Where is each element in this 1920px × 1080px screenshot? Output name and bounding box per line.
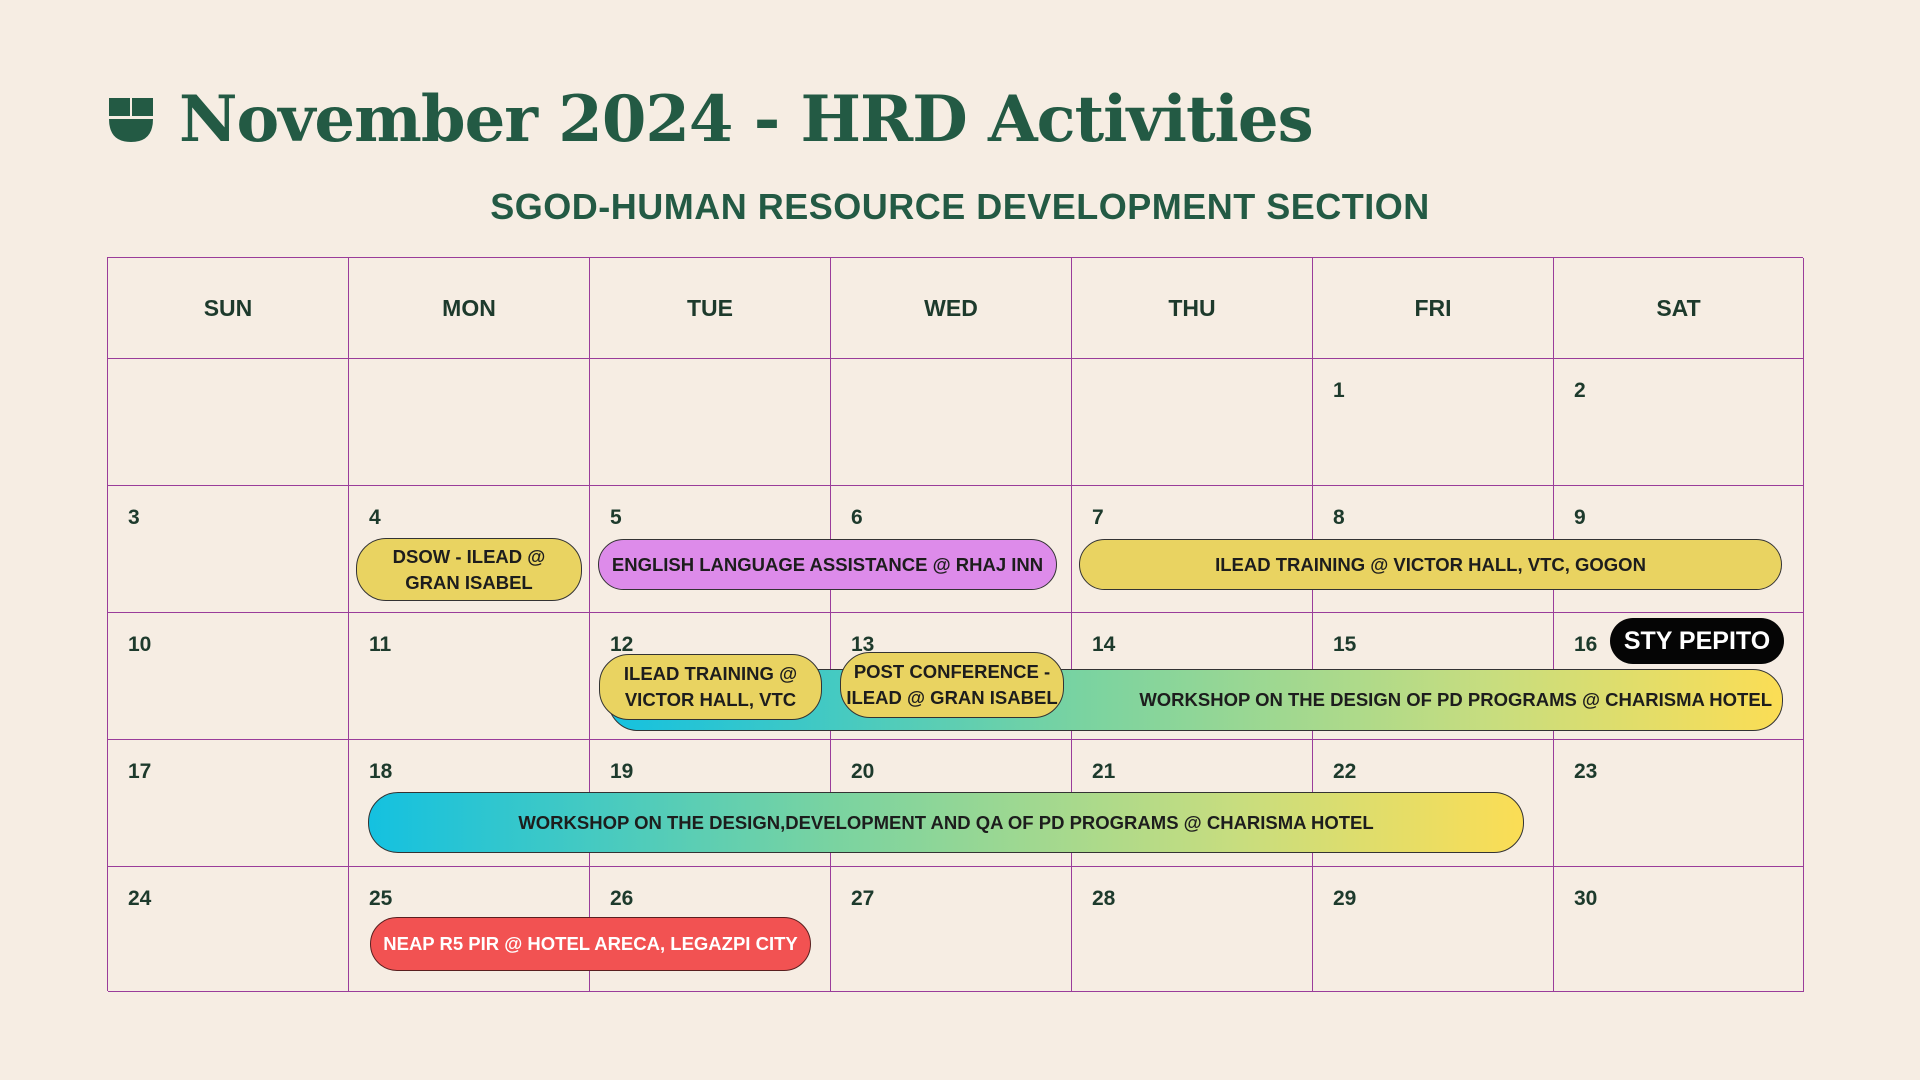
page-title: November 2024 - HRD Activities — [179, 82, 1314, 157]
day-cell[interactable]: 10 — [108, 613, 349, 740]
day-number: 11 — [369, 633, 392, 656]
day-number: 25 — [369, 887, 393, 910]
day-cell[interactable] — [590, 359, 831, 486]
weekday-sat: SAT — [1554, 258, 1804, 359]
weekday-wed: WED — [831, 258, 1072, 359]
day-number: 7 — [1092, 506, 1104, 529]
day-cell[interactable]: 9 — [1554, 486, 1804, 613]
event-dsow-ilead[interactable]: DSOW - ILEAD @ GRAN ISABEL — [356, 538, 582, 601]
day-cell[interactable] — [108, 359, 349, 486]
day-number: 5 — [610, 506, 622, 529]
event-sty-pepito[interactable]: STY PEPITO — [1610, 618, 1784, 664]
day-cell[interactable] — [831, 359, 1072, 486]
day-number: 8 — [1333, 506, 1345, 529]
day-number: 12 — [610, 633, 634, 656]
event-label: VICTOR HALL, VTC — [624, 689, 797, 710]
event-label: GRAN ISABEL — [405, 571, 533, 593]
event-workshop-design-development[interactable]: WORKSHOP ON THE DESIGN,DEVELOPMENT AND Q… — [368, 792, 1524, 853]
weekday-mon: MON — [349, 258, 590, 359]
day-number: 17 — [128, 760, 152, 783]
weekday-tue: TUE — [590, 258, 831, 359]
day-cell[interactable]: 1 — [1313, 359, 1554, 486]
event-label: WORKSHOP ON THE DESIGN OF PD PROGRAMS @ … — [1139, 689, 1772, 711]
day-cell[interactable]: 17 — [108, 740, 349, 867]
day-cell[interactable] — [349, 359, 590, 486]
page-header: November 2024 - HRD Activities — [107, 82, 1314, 157]
day-number: 3 — [128, 506, 140, 529]
day-number: 18 — [369, 760, 393, 783]
day-cell[interactable]: 24 — [108, 867, 349, 992]
event-label: ENGLISH LANGUAGE ASSISTANCE @ RHAJ INN — [611, 553, 1044, 575]
event-ilead-training-vtc[interactable]: ILEAD TRAINING @ VICTOR HALL, VTC — [599, 654, 822, 720]
day-cell[interactable] — [1072, 359, 1313, 486]
day-number: 29 — [1333, 887, 1357, 910]
day-cell[interactable]: 27 — [831, 867, 1072, 992]
weekday-fri: FRI — [1313, 258, 1554, 359]
day-number: 27 — [851, 887, 875, 910]
event-label: WORKSHOP ON THE DESIGN,DEVELOPMENT AND Q… — [518, 811, 1374, 833]
event-english-language-assistance[interactable]: ENGLISH LANGUAGE ASSISTANCE @ RHAJ INN — [598, 539, 1057, 590]
day-cell[interactable]: 29 — [1313, 867, 1554, 992]
day-number: 20 — [851, 760, 875, 783]
day-cell[interactable]: 4 — [349, 486, 590, 613]
event-label: ILEAD @ GRAN ISABEL — [846, 687, 1058, 708]
day-number: 1 — [1333, 379, 1345, 402]
weekday-thu: THU — [1072, 258, 1313, 359]
day-number: 28 — [1092, 887, 1116, 910]
weekday-sun: SUN — [108, 258, 349, 359]
day-number: 16 — [1574, 633, 1598, 656]
day-cell[interactable]: 28 — [1072, 867, 1313, 992]
day-number: 21 — [1092, 760, 1116, 783]
day-number: 2 — [1574, 379, 1586, 402]
leaf-logo-icon — [109, 98, 153, 142]
day-number: 19 — [610, 760, 634, 783]
day-number: 4 — [369, 506, 381, 529]
day-cell[interactable]: 2 — [1554, 359, 1804, 486]
event-label: NEAP R5 PIR @ HOTEL ARECA, LEGAZPI CITY — [383, 933, 798, 955]
day-cell[interactable]: 22 — [1313, 740, 1554, 867]
event-label: DSOW - ILEAD @ — [392, 545, 546, 567]
day-number: 6 — [851, 506, 863, 529]
day-cell[interactable]: 30 — [1554, 867, 1804, 992]
day-number: 23 — [1574, 760, 1598, 783]
event-neap-r5-pir[interactable]: NEAP R5 PIR @ HOTEL ARECA, LEGAZPI CITY — [370, 917, 811, 971]
calendar-grid: SUN MON TUE WED THU FRI SAT 1 2 3 4 5 6 … — [107, 257, 1804, 992]
day-cell[interactable]: 6 — [831, 486, 1072, 613]
day-number: 15 — [1333, 633, 1357, 656]
event-ilead-training-gogon[interactable]: ILEAD TRAINING @ VICTOR HALL, VTC, GOGON — [1079, 539, 1782, 590]
day-number: 30 — [1574, 887, 1598, 910]
day-cell[interactable]: 3 — [108, 486, 349, 613]
day-number: 24 — [128, 887, 152, 910]
event-label: STY PEPITO — [1623, 626, 1771, 655]
page-subtitle: SGOD-HUMAN RESOURCE DEVELOPMENT SECTION — [490, 186, 1430, 227]
event-label: ILEAD TRAINING @ VICTOR HALL, VTC, GOGON — [1215, 553, 1646, 575]
event-label: ILEAD TRAINING @ — [623, 663, 798, 685]
day-number: 10 — [128, 633, 152, 656]
day-number: 14 — [1092, 633, 1116, 656]
day-cell[interactable]: 16 — [1554, 613, 1804, 740]
day-cell[interactable]: 23 — [1554, 740, 1804, 867]
day-number: 9 — [1574, 506, 1586, 529]
day-number: 13 — [851, 633, 875, 656]
day-number: 26 — [610, 887, 634, 910]
event-post-conference[interactable]: POST CONFERENCE - ILEAD @ GRAN ISABEL — [840, 652, 1064, 718]
event-label: POST CONFERENCE - — [853, 661, 1051, 683]
day-cell[interactable]: 11 — [349, 613, 590, 740]
day-number: 22 — [1333, 760, 1357, 783]
day-cell[interactable]: 26 — [590, 867, 831, 992]
